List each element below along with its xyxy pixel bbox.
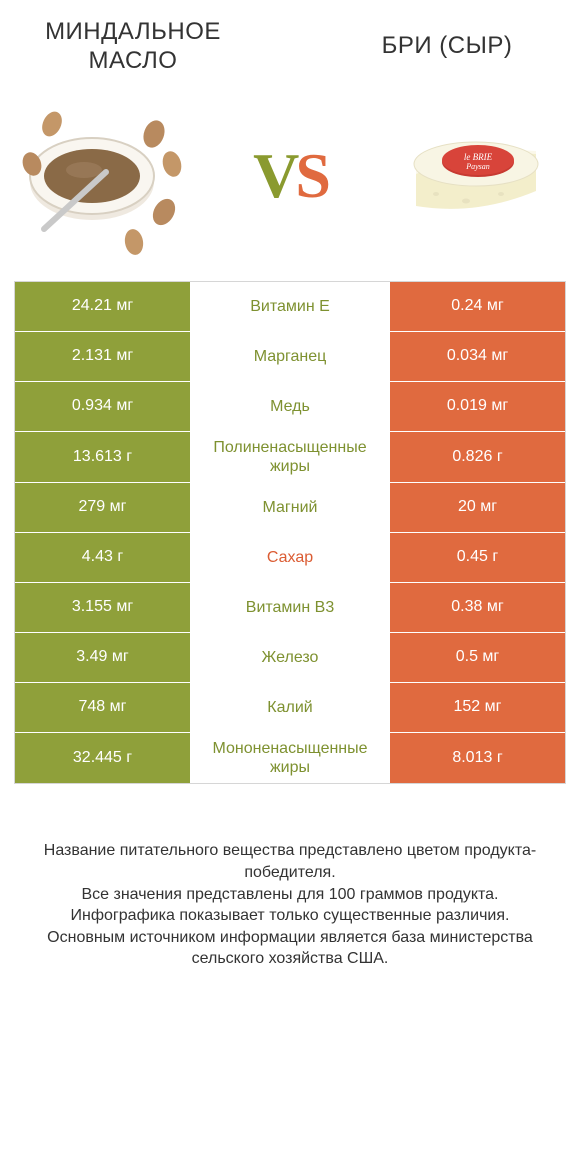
table-row: 0.934 мгМедь0.019 мг — [15, 382, 565, 432]
nutrient-name: Магний — [190, 483, 390, 532]
table-row: 2.131 мгМарганец0.034 мг — [15, 332, 565, 382]
header-row: МИНДАЛЬНОЕ МАСЛО БРИ (СЫР) — [14, 18, 566, 76]
infographic-container: МИНДАЛЬНОЕ МАСЛО БРИ (СЫР) VS — [0, 0, 580, 970]
brie-image: le BRIE Paysan — [386, 94, 566, 259]
almond-butter-image — [14, 94, 194, 259]
right-value: 0.24 мг — [390, 282, 565, 331]
nutrient-name: Сахар — [190, 533, 390, 582]
nutrient-table: 24.21 мгВитамин E0.24 мг2.131 мгМарганец… — [14, 281, 566, 785]
images-row: VS le BRIE Paysan — [14, 94, 566, 259]
vs-s: S — [295, 140, 327, 211]
right-value: 0.019 мг — [390, 382, 565, 431]
left-value: 3.155 мг — [15, 583, 190, 632]
nutrient-name: Витамин B3 — [190, 583, 390, 632]
right-value: 152 мг — [390, 683, 565, 732]
footer-line: Все значения представлены для 100 граммо… — [22, 884, 558, 906]
table-row: 3.155 мгВитамин B30.38 мг — [15, 583, 565, 633]
footer-notes: Название питательного вещества представл… — [14, 840, 566, 970]
left-value: 748 мг — [15, 683, 190, 732]
nutrient-name: Железо — [190, 633, 390, 682]
right-value: 0.034 мг — [390, 332, 565, 381]
vs-label: VS — [230, 139, 350, 213]
footer-line: Основным источником информации является … — [22, 927, 558, 970]
left-value: 32.445 г — [15, 733, 190, 783]
right-value: 20 мг — [390, 483, 565, 532]
left-value: 3.49 мг — [15, 633, 190, 682]
footer-line: Инфографика показывает только существенн… — [22, 905, 558, 927]
right-value: 0.826 г — [390, 432, 565, 482]
left-value: 4.43 г — [15, 533, 190, 582]
left-value: 2.131 мг — [15, 332, 190, 381]
left-value: 13.613 г — [15, 432, 190, 482]
table-row: 13.613 гПолиненасыщенные жиры0.826 г — [15, 432, 565, 483]
nutrient-name: Мононенасыщенные жиры — [190, 733, 390, 783]
vs-v: V — [253, 140, 295, 211]
footer-line: Название питательного вещества представл… — [22, 840, 558, 883]
title-right: БРИ (СЫР) — [320, 32, 566, 61]
nutrient-name: Витамин E — [190, 282, 390, 331]
table-row: 4.43 гСахар0.45 г — [15, 533, 565, 583]
nutrient-name: Марганец — [190, 332, 390, 381]
svg-text:le BRIE: le BRIE — [464, 152, 493, 162]
title-left: МИНДАЛЬНОЕ МАСЛО — [14, 18, 260, 76]
table-row: 24.21 мгВитамин E0.24 мг — [15, 282, 565, 332]
right-value: 8.013 г — [390, 733, 565, 783]
table-row: 279 мгМагний20 мг — [15, 483, 565, 533]
table-row: 32.445 гМононенасыщенные жиры8.013 г — [15, 733, 565, 783]
table-row: 3.49 мгЖелезо0.5 мг — [15, 633, 565, 683]
left-value: 0.934 мг — [15, 382, 190, 431]
left-value: 279 мг — [15, 483, 190, 532]
right-value: 0.45 г — [390, 533, 565, 582]
nutrient-name: Полиненасыщенные жиры — [190, 432, 390, 482]
right-value: 0.5 мг — [390, 633, 565, 682]
left-value: 24.21 мг — [15, 282, 190, 331]
nutrient-name: Медь — [190, 382, 390, 431]
table-row: 748 мгКалий152 мг — [15, 683, 565, 733]
right-value: 0.38 мг — [390, 583, 565, 632]
svg-text:Paysan: Paysan — [465, 162, 490, 171]
nutrient-name: Калий — [190, 683, 390, 732]
